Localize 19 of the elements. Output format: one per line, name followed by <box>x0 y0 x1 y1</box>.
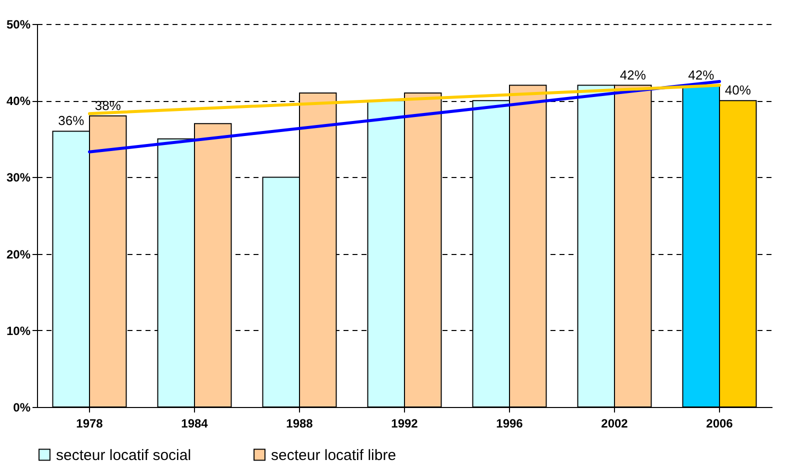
data-label: 36% <box>58 113 85 128</box>
x-tick-label: 2002 <box>601 416 628 430</box>
x-tick-label: 1978 <box>76 416 104 430</box>
data-label: 42% <box>620 67 646 82</box>
y-tick-label: 40% <box>6 94 31 108</box>
x-tick-label: 1996 <box>496 416 524 430</box>
legend-label: secteur locatif social <box>56 446 192 464</box>
y-tick-label: 30% <box>6 170 31 185</box>
x-tick-label: 1984 <box>181 416 208 430</box>
x-tick-label: 1988 <box>286 416 314 430</box>
y-tick-label: 0% <box>13 400 31 414</box>
x-tick-label: 2006 <box>706 416 734 430</box>
y-tick-label: 50% <box>6 18 31 32</box>
legend-label: secteur locatif libre <box>271 446 396 464</box>
data-label: 40% <box>724 82 752 98</box>
y-tick-label: 10% <box>6 324 31 338</box>
x-tick-label: 1992 <box>391 416 418 430</box>
y-tick-label: 20% <box>6 247 31 262</box>
data-label: 42% <box>688 67 715 82</box>
